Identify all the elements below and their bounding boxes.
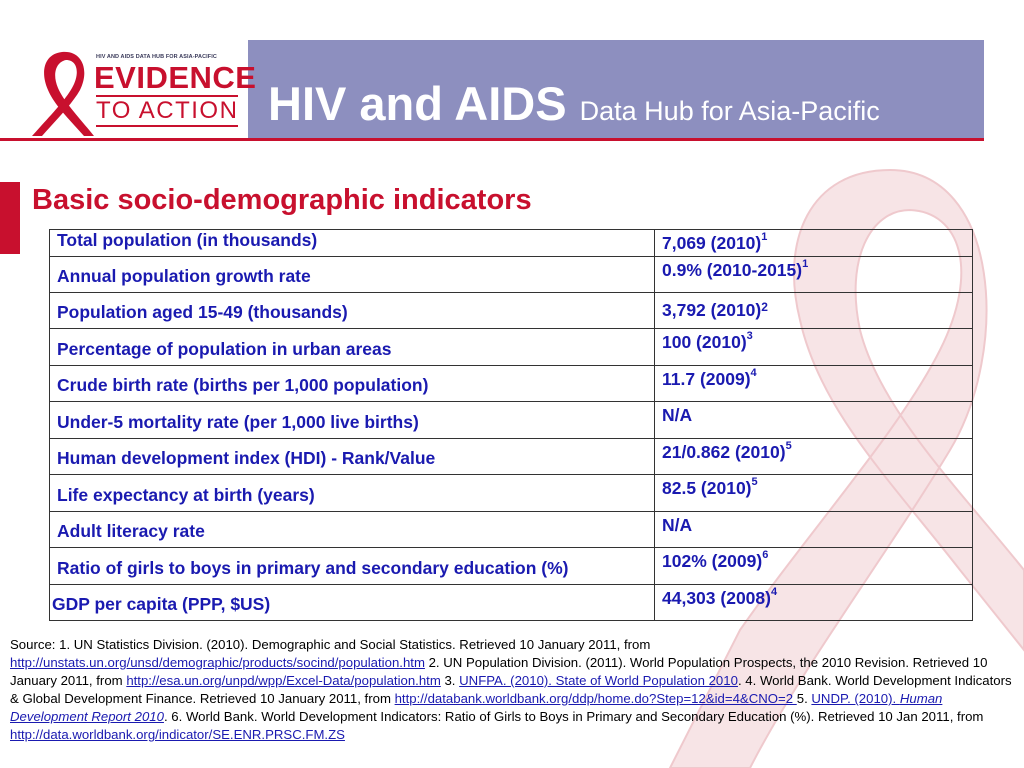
indicator-label: Under-5 mortality rate (per 1,000 live b… (49, 401, 655, 439)
indicator-value: 44,303 (2008)4 (654, 584, 973, 621)
indicator-value: 21/0.862 (2010)5 (654, 438, 973, 475)
source-link-worldbank[interactable]: http://databank.worldbank.org/ddp/home.d… (394, 691, 797, 706)
indicator-value: 11.7 (2009)4 (654, 365, 973, 402)
section-accent-bar (0, 182, 20, 254)
logo-evidence-text: EVIDENCE (94, 60, 257, 95)
section-title: Basic socio-demographic indicators (32, 184, 532, 216)
footnote-ref: 2 (761, 300, 768, 314)
source-link-unstats[interactable]: http://unstats.un.org/unsd/demographic/p… (10, 655, 425, 670)
indicator-label: Human development index (HDI) - Rank/Val… (49, 438, 655, 475)
indicator-value: 7,069 (2010)1 (654, 229, 973, 257)
table-row: Human development index (HDI) - Rank/Val… (49, 438, 973, 475)
indicator-label: Ratio of girls to boys in primary and se… (49, 547, 655, 585)
indicator-label: Adult literacy rate (49, 511, 655, 548)
indicator-value: N/A (654, 511, 973, 548)
footnote-ref: 4 (770, 586, 778, 598)
logo-to-action-text: TO ACTION (96, 97, 239, 124)
logo-divider (96, 125, 238, 127)
indicator-label: Crude birth rate (births per 1,000 popul… (49, 365, 655, 402)
indicators-table: Total population (in thousands) 7,069 (2… (49, 229, 973, 621)
indicator-value: 100 (2010)3 (654, 328, 973, 366)
title-main: HIV and AIDS (268, 77, 567, 130)
indicator-label: Annual population growth rate (49, 256, 655, 293)
source-link-esa[interactable]: http://esa.un.org/unpd/wpp/Excel-Data/po… (126, 673, 441, 688)
header-banner: HIV AND AIDS DATA HUB FOR ASIA-PACIFIC E… (0, 40, 984, 141)
indicator-label: Population aged 15-49 (thousands) (49, 292, 655, 329)
logo-hub-text: HIV AND AIDS DATA HUB FOR ASIA-PACIFIC (96, 54, 217, 60)
table-row: Ratio of girls to boys in primary and se… (49, 547, 973, 585)
footnote-ref: 5 (785, 440, 792, 452)
source-link-unfpa[interactable]: UNFPA. (2010). State of World Population… (459, 673, 738, 688)
footnote-ref: 1 (802, 258, 809, 270)
indicator-value: 3,792 (2010)2 (654, 292, 973, 329)
footnote-ref: 5 (751, 476, 758, 488)
table-row: Annual population growth rate 0.9% (2010… (49, 256, 973, 293)
table-row: Adult literacy rate N/A (49, 511, 973, 548)
indicator-value: 102% (2009)6 (654, 547, 973, 585)
indicator-label: Total population (in thousands) (49, 229, 655, 257)
title-sub: Data Hub for Asia-Pacific (579, 96, 880, 126)
page-title: HIV and AIDS Data Hub for Asia-Pacific (268, 76, 880, 139)
logo-divider (96, 95, 238, 97)
red-ribbon-icon (32, 51, 94, 136)
footnote-ref: 6 (762, 549, 769, 561)
indicator-label: Percentage of population in urban areas (49, 328, 655, 366)
indicator-label: GDP per capita (PPP, $US) (49, 584, 655, 621)
table-row: Crude birth rate (births per 1,000 popul… (49, 365, 973, 402)
footnote-ref: 1 (761, 231, 768, 243)
table-row: Under-5 mortality rate (per 1,000 live b… (49, 401, 973, 439)
indicator-value: 0.9% (2010-2015)1 (654, 256, 973, 293)
footnote-ref: 3 (746, 330, 753, 342)
table-row: Life expectancy at birth (years) 82.5 (2… (49, 474, 973, 512)
footnote-ref: 4 (750, 367, 757, 379)
table-row: Total population (in thousands) 7,069 (2… (49, 229, 973, 257)
table-row: GDP per capita (PPP, $US) 44,303 (2008)4 (49, 584, 973, 621)
source-link-undp[interactable]: UNDP. (2010). Human Development Report 2… (10, 691, 943, 724)
indicator-value: 82.5 (2010)5 (654, 474, 973, 512)
indicator-value: N/A (654, 401, 973, 439)
source-link-worldbank-indicator[interactable]: http://data.worldbank.org/indicator/SE.E… (10, 727, 345, 742)
table-row: Percentage of population in urban areas … (49, 328, 973, 366)
table-row: Population aged 15-49 (thousands) 3,792 … (49, 292, 973, 329)
source-citations: Source: 1. UN Statistics Division. (2010… (10, 637, 1012, 742)
logo: HIV AND AIDS DATA HUB FOR ASIA-PACIFIC E… (0, 40, 256, 138)
indicator-label: Life expectancy at birth (years) (49, 474, 655, 512)
